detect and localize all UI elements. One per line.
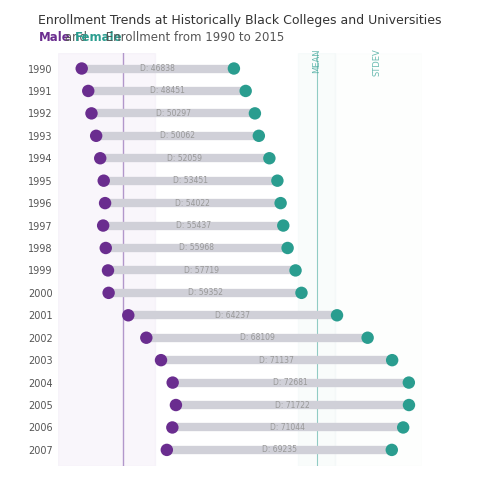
Point <box>388 446 396 454</box>
Point <box>265 155 273 162</box>
Text: D: 72681: D: 72681 <box>274 378 308 387</box>
Text: D: 50297: D: 50297 <box>156 109 191 118</box>
Text: Female: Female <box>75 31 122 44</box>
Point <box>172 401 180 409</box>
Point <box>364 334 372 342</box>
Text: D: 46838: D: 46838 <box>140 64 175 73</box>
Text: D: 50062: D: 50062 <box>160 132 195 140</box>
Point <box>292 266 300 274</box>
Point <box>92 132 100 140</box>
Text: D: 54022: D: 54022 <box>175 199 210 208</box>
Point <box>298 289 305 297</box>
Point <box>230 65 238 72</box>
Point <box>274 177 281 184</box>
Point <box>277 199 285 207</box>
Point <box>405 379 413 386</box>
Point <box>84 87 92 95</box>
Text: D: 71722: D: 71722 <box>275 400 310 409</box>
Text: D: 57719: D: 57719 <box>184 266 219 275</box>
Text: Enrollment Trends at Historically Black Colleges and Universities: Enrollment Trends at Historically Black … <box>38 14 442 27</box>
Text: D: 64237: D: 64237 <box>215 311 250 320</box>
Text: and: and <box>61 31 91 44</box>
Point <box>96 155 104 162</box>
Text: Enrollment from 1990 to 2015: Enrollment from 1990 to 2015 <box>102 31 285 44</box>
Text: D: 68109: D: 68109 <box>240 333 275 342</box>
Point <box>399 424 407 432</box>
Point <box>157 356 165 364</box>
Point <box>124 312 132 319</box>
Text: D: 71044: D: 71044 <box>270 423 305 432</box>
Text: D: 52059: D: 52059 <box>168 154 202 163</box>
Point <box>101 199 109 207</box>
Point <box>284 244 291 252</box>
Point <box>100 177 108 184</box>
Point <box>143 334 150 342</box>
Point <box>405 401 413 409</box>
Text: Male: Male <box>38 31 70 44</box>
Point <box>255 132 263 140</box>
Point <box>88 109 96 117</box>
Text: MEAN: MEAN <box>312 48 321 73</box>
Point <box>279 222 287 229</box>
Bar <box>335 53 422 466</box>
Point <box>99 222 107 229</box>
Text: D: 55437: D: 55437 <box>176 221 211 230</box>
Point <box>388 356 396 364</box>
Point <box>242 87 250 95</box>
Point <box>78 65 85 72</box>
Point <box>168 424 176 432</box>
Point <box>105 289 112 297</box>
Point <box>333 312 341 319</box>
Text: STDEV: STDEV <box>372 48 382 76</box>
Text: D: 59352: D: 59352 <box>188 288 223 297</box>
Point <box>163 446 171 454</box>
Text: D: 55968: D: 55968 <box>179 243 214 252</box>
Bar <box>299 53 335 466</box>
Text: D: 69235: D: 69235 <box>262 445 297 455</box>
Text: D: 53451: D: 53451 <box>173 176 208 185</box>
Text: D: 71137: D: 71137 <box>259 356 294 365</box>
Text: D: 48451: D: 48451 <box>150 86 184 96</box>
Point <box>251 109 259 117</box>
Point <box>169 379 177 386</box>
Point <box>104 266 112 274</box>
Point <box>102 244 109 252</box>
Bar <box>58 53 155 466</box>
